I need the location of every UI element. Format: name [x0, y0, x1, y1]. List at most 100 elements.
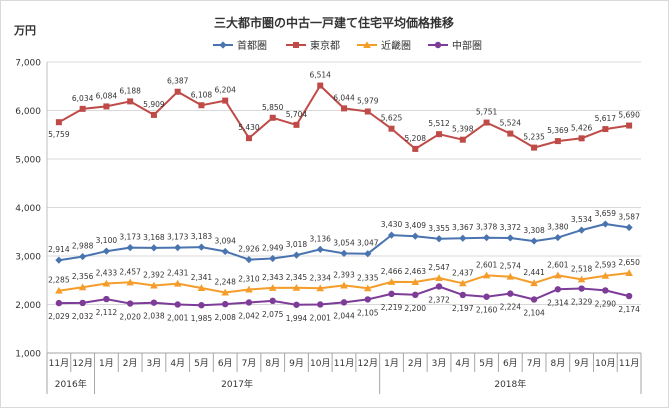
data-point: [554, 286, 562, 293]
data-label: 2,197: [452, 304, 474, 313]
legend-marker: [219, 41, 227, 49]
data-point: [103, 103, 110, 110]
legend-marker: [293, 42, 299, 48]
data-label: 2,105: [357, 308, 379, 317]
data-label: 2,466: [381, 267, 403, 276]
data-label: 3,378: [476, 223, 498, 232]
data-label: 3,100: [96, 236, 118, 245]
data-label: 2,393: [333, 270, 355, 279]
x-tick-label: 8月: [550, 358, 565, 369]
data-point: [411, 278, 420, 286]
data-point: [578, 135, 585, 142]
data-label: 2,248: [214, 277, 236, 286]
data-label: 5,625: [381, 114, 403, 123]
data-point: [150, 281, 158, 289]
legend-label: 中部圏: [452, 39, 482, 52]
data-label: 3,355: [428, 224, 450, 233]
x-year-label: 2017年: [221, 378, 253, 390]
data-point: [507, 130, 514, 137]
data-point: [198, 302, 205, 309]
data-point: [55, 286, 63, 294]
data-label: 2,392: [143, 270, 165, 279]
data-label: 3,047: [357, 239, 379, 248]
x-tick-label: 9月: [574, 358, 589, 369]
data-label: 3,367: [452, 223, 474, 232]
data-point: [198, 102, 205, 109]
x-year-label: 2016年: [55, 378, 87, 390]
data-label: 3,183: [191, 232, 213, 241]
data-label: 2,926: [238, 245, 260, 254]
data-label: 2,001: [309, 313, 331, 322]
data-label: 2,343: [262, 273, 284, 282]
data-point: [459, 279, 467, 287]
x-tick-label: 3月: [147, 358, 162, 369]
data-point: [411, 232, 419, 240]
data-point: [102, 279, 111, 287]
data-point: [506, 234, 514, 242]
data-point: [387, 231, 396, 239]
data-point: [316, 284, 325, 292]
data-point: [459, 291, 466, 299]
data-label: 2,518: [571, 264, 593, 273]
data-label: 6,387: [167, 77, 189, 86]
data-label: 2,433: [96, 268, 118, 277]
data-point: [55, 256, 63, 264]
data-label: 2,601: [547, 260, 569, 269]
data-label: 2,042: [238, 311, 260, 320]
data-point: [363, 284, 372, 292]
data-label: 2,574: [500, 262, 522, 271]
data-label: 5,524: [500, 119, 522, 128]
data-point: [341, 105, 347, 112]
y-tick-label: 5,000: [15, 156, 41, 166]
data-label: 3,308: [523, 226, 545, 235]
data-point: [221, 288, 229, 296]
data-label: 2,593: [595, 261, 617, 270]
x-tick-label: 10月: [595, 358, 615, 369]
data-point: [269, 297, 276, 305]
x-tick-label: 12月: [358, 358, 378, 369]
data-label: 2,431: [167, 269, 189, 278]
data-label: 2,329: [571, 298, 593, 307]
data-point: [292, 251, 301, 259]
data-point: [150, 299, 158, 306]
data-point: [412, 145, 419, 152]
x-tick-label: 6月: [503, 358, 518, 369]
legend-label: 東京都: [310, 39, 340, 52]
data-point: [364, 250, 372, 258]
data-point: [459, 136, 466, 143]
data-point: [507, 290, 514, 297]
data-label: 5,369: [547, 126, 569, 135]
data-point: [435, 235, 443, 243]
data-label: 2,219: [381, 303, 403, 312]
data-point: [292, 283, 301, 291]
data-label: 1,994: [286, 314, 308, 323]
data-label: 3,372: [500, 223, 522, 232]
data-label: 3,409: [405, 221, 427, 230]
x-tick-label: 5月: [194, 358, 209, 369]
data-point: [55, 299, 63, 307]
data-label: 2,038: [143, 312, 165, 321]
data-label: 2,224: [500, 303, 522, 312]
x-tick-label: 11月: [334, 358, 354, 369]
x-tick-label: 3月: [432, 358, 447, 369]
data-point: [79, 299, 86, 307]
data-point: [435, 274, 443, 281]
data-point: [602, 126, 609, 133]
data-label: 3,587: [618, 213, 640, 222]
data-point: [459, 234, 467, 242]
data-label: 2,441: [523, 268, 545, 277]
data-point: [102, 247, 110, 255]
data-label: 2,988: [72, 242, 94, 251]
data-point: [436, 131, 443, 138]
data-label: 5,909: [143, 100, 165, 109]
data-point: [554, 233, 562, 242]
x-tick-label: 12月: [72, 358, 92, 369]
data-label: 5,704: [286, 110, 308, 119]
data-point: [245, 299, 253, 306]
data-point: [79, 252, 87, 261]
data-label: 3,173: [167, 233, 189, 242]
data-label: 3,094: [214, 236, 236, 245]
x-tick-label: 1月: [384, 358, 399, 369]
y-tick-label: 6,000: [15, 107, 41, 117]
